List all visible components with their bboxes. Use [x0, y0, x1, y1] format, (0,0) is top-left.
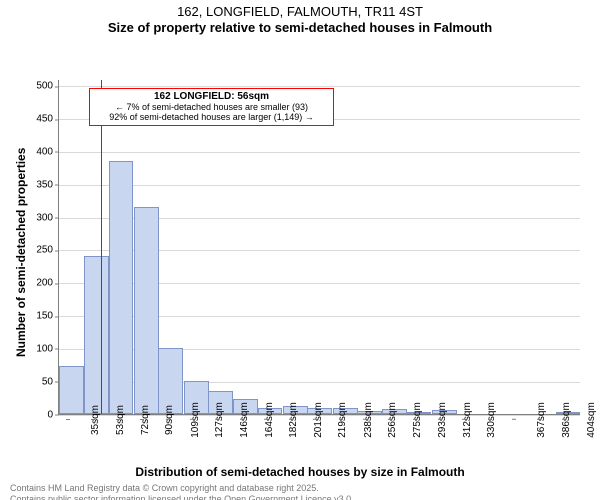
x-tick-label: 219sqm	[319, 402, 348, 438]
callout-smaller-line: ← 7% of semi-detached houses are smaller…	[94, 102, 329, 112]
x-tick-label: 330sqm	[468, 402, 497, 438]
y-axis-label: Number of semi-detached properties	[14, 148, 28, 357]
footer-line-2: Contains public sector information licen…	[10, 494, 590, 500]
y-tick-label: 200	[36, 278, 53, 289]
chart-subtitle: Size of property relative to semi-detach…	[0, 20, 600, 35]
property-callout: 162 LONGFIELD: 56sqm← 7% of semi-detache…	[89, 88, 334, 126]
y-tick-label: 150	[36, 311, 53, 322]
y-tick-label: 450	[36, 114, 53, 125]
histogram-bar	[109, 161, 134, 414]
histogram-bar	[84, 256, 109, 414]
y-tick-label: 300	[36, 212, 53, 223]
callout-title: 162 LONGFIELD: 56sqm	[94, 91, 329, 103]
footer: Contains HM Land Registry data © Crown c…	[0, 479, 600, 500]
footer-line-1: Contains HM Land Registry data © Crown c…	[10, 483, 590, 494]
x-tick-label: 404sqm	[568, 402, 597, 438]
plot-area: 05010015020025030035040045050035sqm53sqm…	[58, 80, 580, 415]
x-axis-label: Distribution of semi-detached houses by …	[0, 465, 600, 479]
y-tick-label: 250	[36, 245, 53, 256]
y-tick-label: 350	[36, 179, 53, 190]
y-tick-label: 0	[47, 409, 53, 420]
callout-larger-line: 92% of semi-detached houses are larger (…	[94, 112, 329, 122]
y-tick-label: 400	[36, 146, 53, 157]
gridline	[59, 185, 580, 186]
histogram-bar	[134, 207, 159, 414]
x-tick-label: 90sqm	[146, 405, 175, 435]
chart-title: 162, LONGFIELD, FALMOUTH, TR11 4ST	[0, 0, 600, 20]
y-tick-label: 50	[42, 376, 53, 387]
y-tick-label: 500	[36, 81, 53, 92]
y-tick-label: 100	[36, 343, 53, 354]
gridline	[59, 152, 580, 153]
property-marker-line	[101, 80, 102, 414]
chart-area: Number of semi-detached properties 05010…	[0, 35, 600, 465]
